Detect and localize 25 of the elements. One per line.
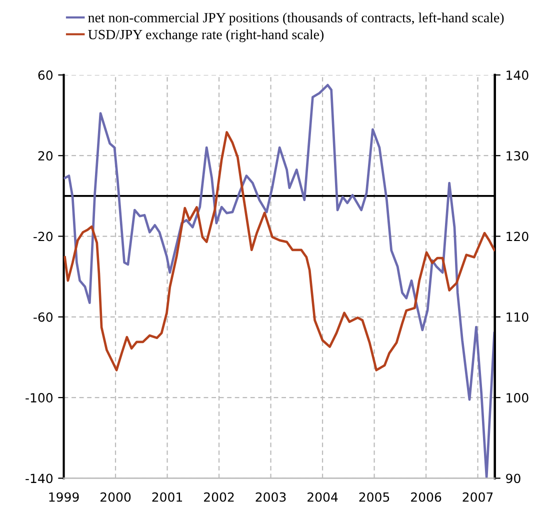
y2-tick-label: 130	[506, 151, 528, 161]
y2-tick-label: 120	[506, 232, 528, 242]
y-tick-label: 60	[38, 70, 53, 80]
x-tick-label: 2004	[308, 492, 338, 502]
y2-tick-label: 110	[506, 312, 528, 322]
x-tick-label: 2005	[359, 492, 390, 502]
line-series	[64, 84, 495, 478]
legend-label: USD/JPY exchange rate (right-hand scale)	[88, 29, 324, 42]
legend-label: net non-commercial JPY positions (thousands of contracts, left-hand scale)	[88, 12, 504, 26]
x-tick-label: 2000	[100, 492, 131, 502]
x-tick-label: 2001	[152, 492, 182, 502]
y-tick-label: 20	[38, 151, 53, 161]
y-tick-label: -100	[26, 393, 53, 402]
y2-tick-label: 100	[506, 393, 528, 402]
y-tick-label: -140	[26, 474, 53, 484]
line-series	[64, 131, 495, 372]
y-tick-label: -60	[34, 312, 53, 322]
y2-tick-label: 90	[506, 474, 520, 484]
x-tick-label: 1999	[49, 492, 79, 502]
x-tick-label: 2002	[204, 492, 234, 502]
x-tick-label: 2007	[462, 492, 493, 502]
y2-tick-label: 140	[506, 70, 528, 80]
x-tick-label: 2003	[256, 492, 286, 502]
x-tick-label: 2006	[411, 492, 442, 502]
y-tick-label: -20	[34, 232, 53, 242]
